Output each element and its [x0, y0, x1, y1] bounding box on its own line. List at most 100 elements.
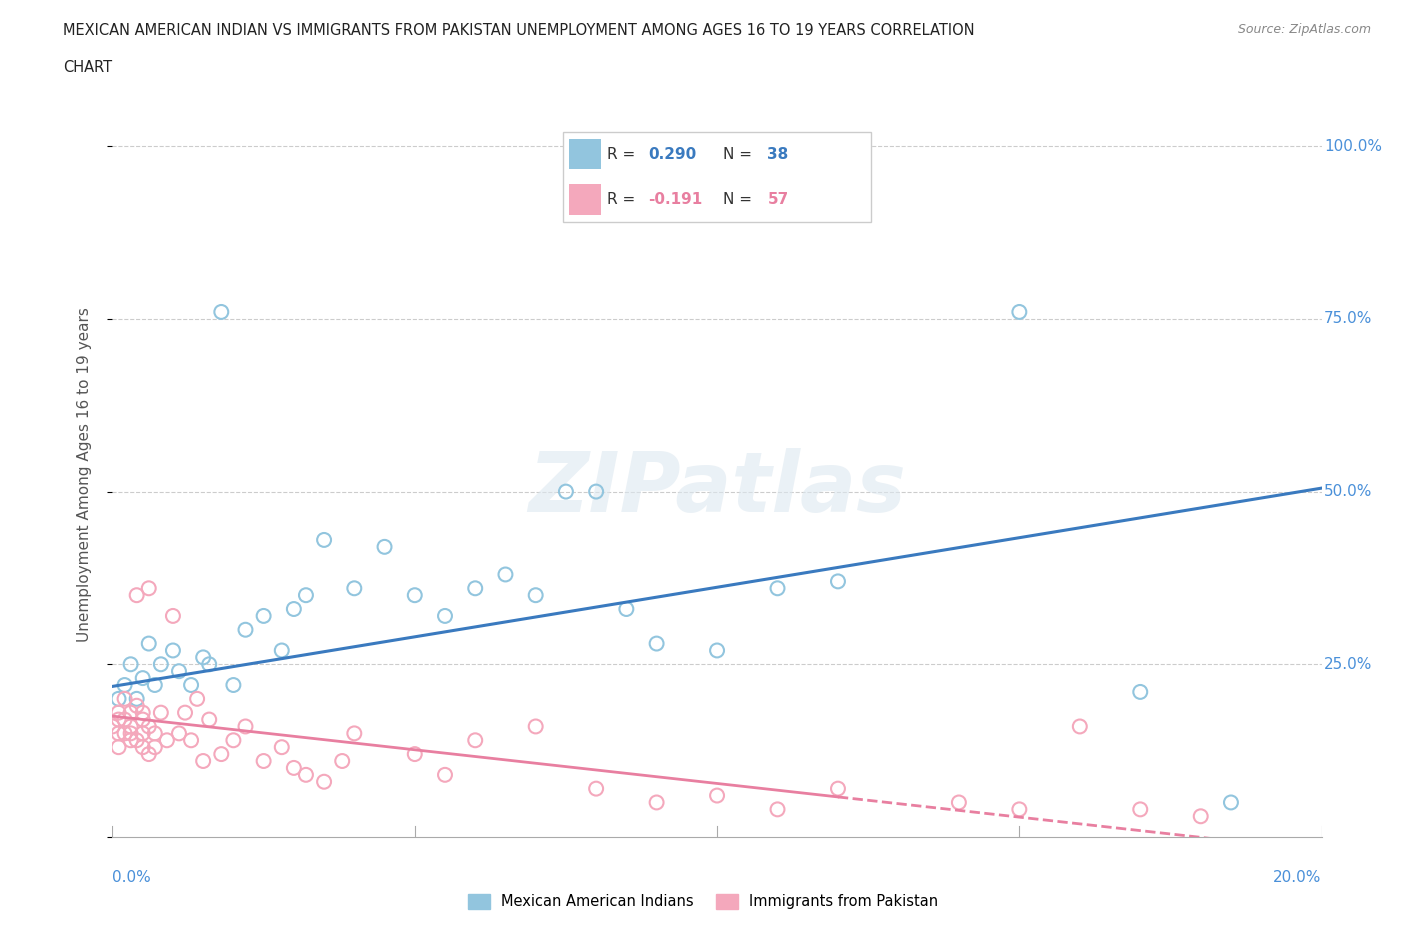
Point	[524, 588, 547, 603]
Point	[191, 650, 214, 665]
Point	[222, 733, 245, 748]
Point	[827, 781, 849, 796]
Point	[1220, 795, 1243, 810]
Text: 75.0%: 75.0%	[1324, 312, 1372, 326]
Point	[1008, 802, 1031, 817]
Point	[198, 712, 221, 727]
Point	[585, 485, 607, 499]
Point	[132, 726, 155, 741]
Point	[235, 719, 257, 734]
Text: 0.0%: 0.0%	[112, 870, 152, 884]
Point	[295, 767, 318, 782]
Text: 50.0%: 50.0%	[1324, 485, 1372, 499]
Point	[162, 643, 184, 658]
Point	[138, 747, 160, 762]
Point	[283, 602, 305, 617]
Point	[138, 636, 160, 651]
Point	[125, 588, 148, 603]
Point	[270, 739, 292, 754]
Point	[107, 739, 129, 754]
Point	[132, 671, 155, 685]
Text: CHART: CHART	[63, 60, 112, 75]
Point	[948, 795, 970, 810]
Point	[132, 739, 155, 754]
Point	[143, 739, 166, 754]
Point	[283, 761, 305, 776]
Point	[1189, 809, 1212, 824]
Text: 25.0%: 25.0%	[1324, 657, 1372, 671]
Point	[114, 691, 136, 706]
Point	[167, 664, 190, 679]
Point	[1129, 684, 1152, 699]
Point	[198, 657, 221, 671]
Point	[314, 533, 336, 548]
Point	[107, 712, 129, 727]
Text: 20.0%: 20.0%	[1274, 870, 1322, 884]
Point	[132, 712, 155, 727]
Point	[125, 698, 148, 713]
Point	[120, 719, 142, 734]
Text: MEXICAN AMERICAN INDIAN VS IMMIGRANTS FROM PAKISTAN UNEMPLOYMENT AMONG AGES 16 T: MEXICAN AMERICAN INDIAN VS IMMIGRANTS FR…	[63, 23, 974, 38]
Point	[464, 581, 486, 596]
Point	[585, 781, 607, 796]
Point	[404, 747, 426, 762]
Point	[1129, 802, 1152, 817]
Point	[645, 636, 668, 651]
Point	[374, 539, 396, 554]
Point	[149, 657, 172, 671]
Text: 100.0%: 100.0%	[1324, 139, 1382, 153]
Point	[270, 643, 292, 658]
Point	[174, 705, 197, 720]
Point	[120, 726, 142, 741]
Y-axis label: Unemployment Among Ages 16 to 19 years: Unemployment Among Ages 16 to 19 years	[77, 307, 91, 642]
Point	[343, 581, 366, 596]
Point	[616, 602, 638, 617]
Point	[253, 608, 276, 623]
Point	[222, 678, 245, 693]
Point	[524, 719, 547, 734]
Point	[138, 719, 160, 734]
Point	[114, 726, 136, 741]
Point	[295, 588, 318, 603]
Point	[125, 733, 148, 748]
Point	[209, 304, 232, 319]
Point	[143, 678, 166, 693]
Point	[114, 712, 136, 727]
Point	[1008, 304, 1031, 319]
Point	[120, 705, 142, 720]
Point	[120, 733, 142, 748]
Point	[433, 608, 456, 623]
Point	[125, 691, 148, 706]
Point	[209, 747, 232, 762]
Point	[162, 608, 184, 623]
Point	[101, 719, 124, 734]
Point	[132, 705, 155, 720]
Point	[554, 485, 576, 499]
Point	[433, 767, 456, 782]
Point	[107, 726, 129, 741]
Point	[180, 678, 202, 693]
Point	[343, 726, 366, 741]
Point	[827, 574, 849, 589]
Legend: Mexican American Indians, Immigrants from Pakistan: Mexican American Indians, Immigrants fro…	[463, 889, 943, 913]
Point	[107, 705, 129, 720]
Point	[167, 726, 190, 741]
Point	[138, 581, 160, 596]
Point	[191, 753, 214, 768]
Point	[404, 588, 426, 603]
Text: Source: ZipAtlas.com: Source: ZipAtlas.com	[1237, 23, 1371, 36]
Point	[235, 622, 257, 637]
Point	[464, 733, 486, 748]
Point	[186, 691, 208, 706]
Point	[149, 705, 172, 720]
Point	[180, 733, 202, 748]
Point	[766, 581, 789, 596]
Point	[645, 795, 668, 810]
Point	[107, 691, 129, 706]
Point	[766, 802, 789, 817]
Point	[156, 733, 179, 748]
Point	[1069, 719, 1091, 734]
Point	[706, 643, 728, 658]
Point	[495, 567, 517, 582]
Point	[314, 775, 336, 790]
